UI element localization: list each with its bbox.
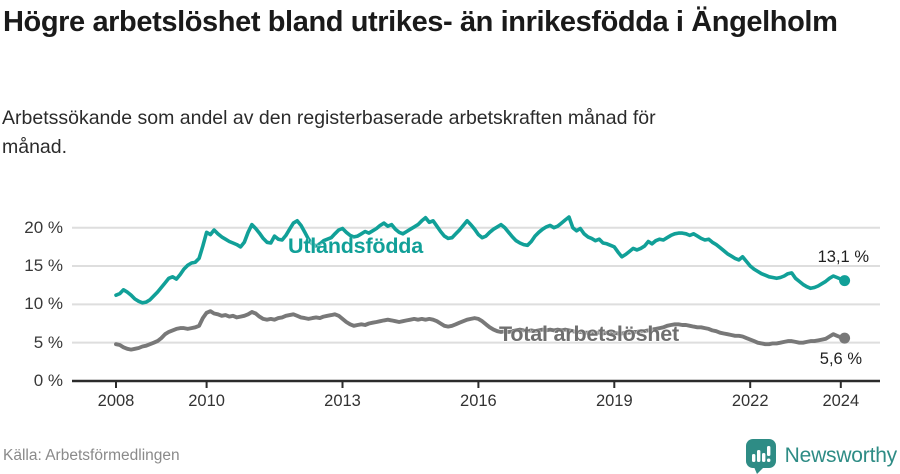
chart-title: Högre arbetslöshet bland utrikes- än inr… xyxy=(3,6,838,38)
end-value-label-utlandsfodda: 13,1 % xyxy=(817,248,869,266)
chart-subtitle: Arbetssökande som andel av den registerb… xyxy=(2,107,656,158)
y-tick-label: 10 % xyxy=(24,294,63,314)
x-tick-label: 2024 xyxy=(822,392,860,410)
y-tick-label: 0 % xyxy=(33,371,63,390)
x-tick-label: 2016 xyxy=(460,392,497,410)
x-tick-label: 2019 xyxy=(595,392,633,410)
newsworthy-logo[interactable]: Newsworthy xyxy=(745,438,897,474)
series-label-utlandsfodda: Utlandsfödda xyxy=(288,234,423,258)
series-label-total-arbetsloshet: Total arbetslöshet xyxy=(499,322,679,346)
x-tick-label: 2022 xyxy=(731,392,769,410)
y-tick-label: 15 % xyxy=(24,256,63,276)
newsworthy-wordmark: Newsworthy xyxy=(784,444,898,467)
x-tick-label: 2013 xyxy=(324,392,361,410)
source-attribution: Källa: Arbetsförmedlingen xyxy=(3,447,180,464)
x-tick-label: 2010 xyxy=(188,392,225,410)
x-tick-label: 2008 xyxy=(97,392,135,410)
y-tick-label: 20 % xyxy=(24,217,63,237)
end-value-label-total: 5,6 % xyxy=(819,350,862,368)
y-tick-label: 5 % xyxy=(33,332,63,352)
newsworthy-logo-icon xyxy=(745,439,776,474)
